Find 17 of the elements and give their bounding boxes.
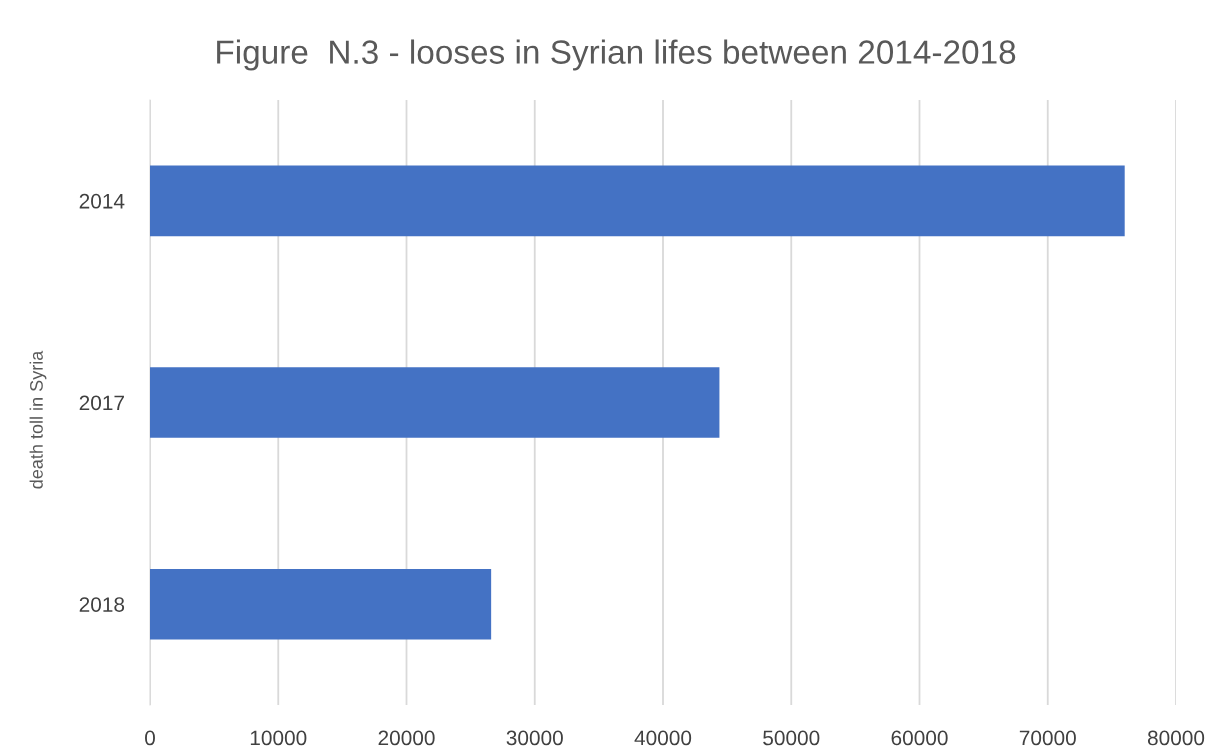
y-tick-label: 2017	[79, 395, 124, 411]
bar	[150, 165, 1125, 237]
y-axis-title: death toll in Syria	[29, 350, 47, 489]
x-tick-label: 30000	[506, 730, 563, 746]
y-tick-label: 2018	[79, 597, 125, 612]
x-tick-label: 60000	[891, 730, 948, 746]
x-tick-label: 70000	[1019, 730, 1076, 746]
x-tick-label: 40000	[634, 730, 692, 746]
x-tick-label: 80000	[1147, 730, 1205, 746]
x-tick-label: 10000	[250, 730, 307, 746]
x-tick-label: 0	[145, 730, 155, 746]
chart-title: Figure N.3 - looses in Syrian lifes between 2014-2018	[217, 39, 1016, 71]
bar	[150, 367, 720, 438]
x-tick-label: 20000	[378, 730, 435, 746]
bar	[150, 568, 492, 640]
x-tick-label: 50000	[763, 730, 820, 746]
y-tick-label: 2014	[79, 193, 125, 209]
